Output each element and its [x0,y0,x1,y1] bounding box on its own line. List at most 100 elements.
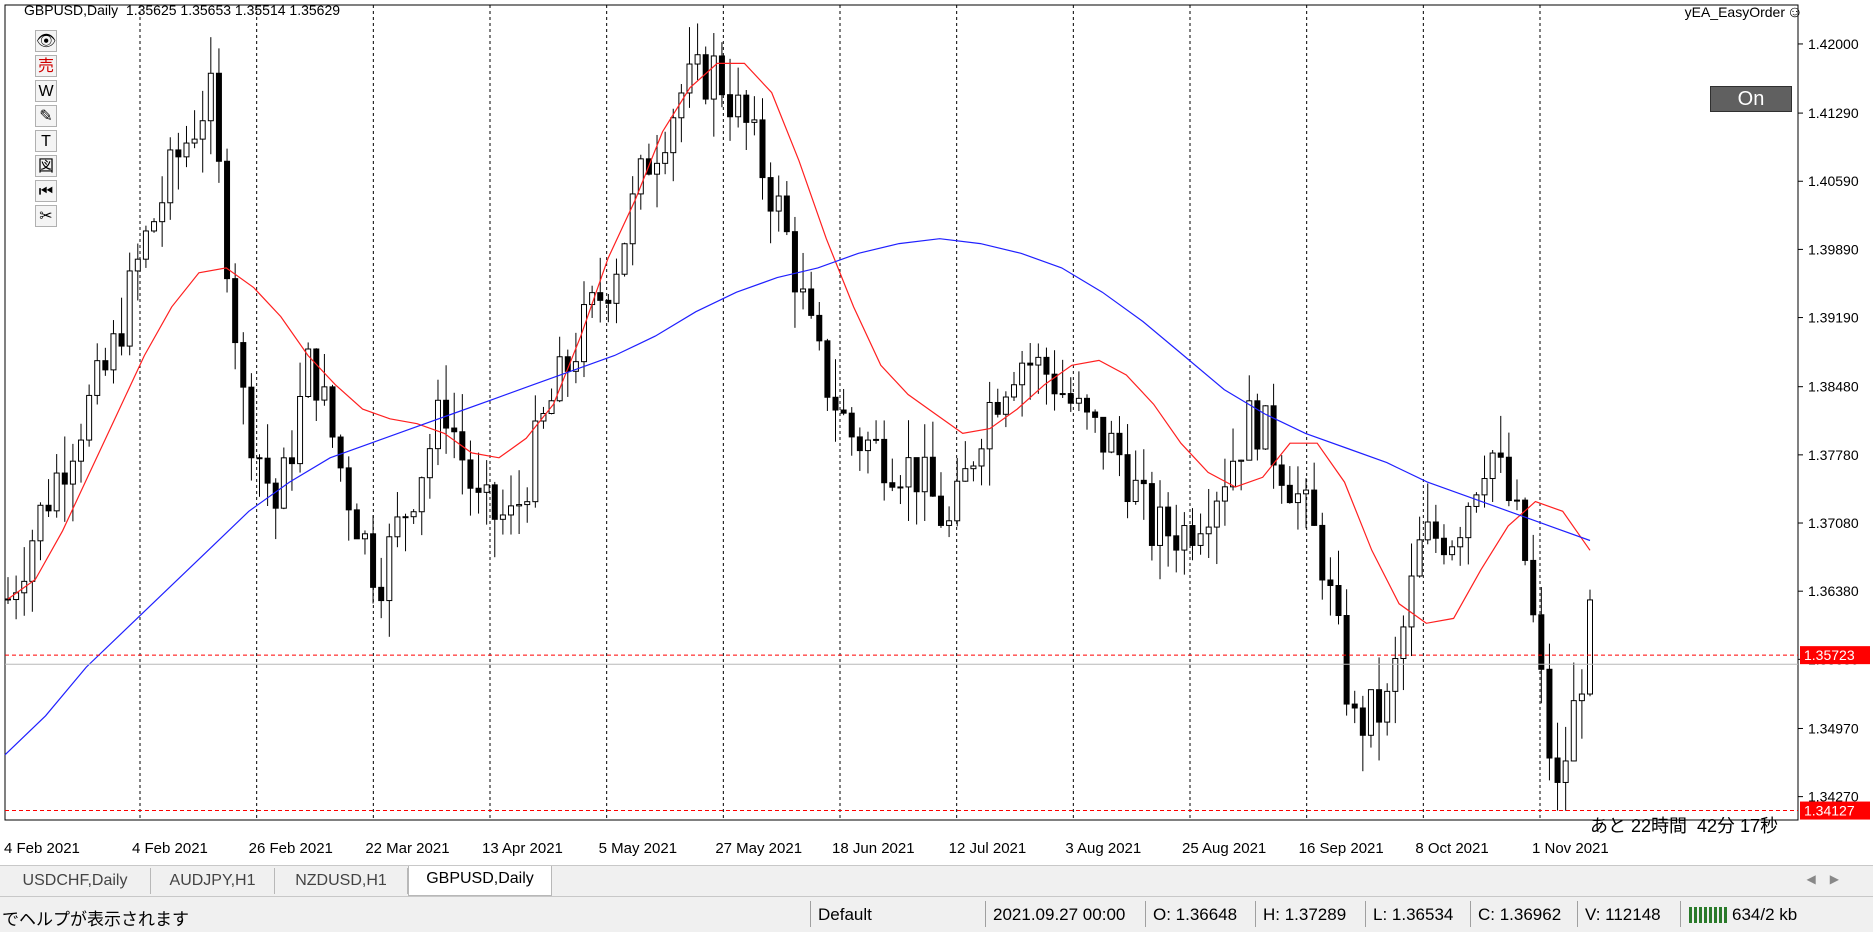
candle-body [1505,456,1512,502]
candle-body [126,270,133,347]
candle-body [1449,546,1456,556]
x-axis-label: 8 Oct 2021 [1415,840,1488,857]
candle-body [329,386,336,438]
tab-scroll-arrows[interactable]: ◀▶ [1806,872,1853,886]
candle-body [1440,537,1447,556]
scissors-icon[interactable]: ✂ [35,205,57,227]
candle-body [1335,585,1342,617]
pencil-icon[interactable]: ✎ [35,105,57,127]
candle-body [1554,757,1561,783]
candle-body [94,360,101,396]
candle-body [905,457,912,488]
x-axis-label: 26 Feb 2021 [249,840,333,857]
candle-body [110,333,117,371]
sell-icon[interactable]: 売 [35,55,57,77]
candle-body [1108,432,1115,453]
status-divider [1470,901,1471,927]
y-axis-label: 1.34970 [1808,720,1859,736]
candle-body [670,117,677,154]
candle-body [1587,599,1593,695]
candle-body [159,202,166,223]
tab-gbpusd[interactable]: GBPUSD,Daily [408,866,552,896]
candle-body [361,533,368,540]
w-icon[interactable]: W [35,80,57,102]
rewind-icon[interactable]: ⏮ [35,180,57,202]
candle-body [1424,521,1431,541]
candle-body [783,195,790,233]
candle-body [629,193,636,245]
candle-body [516,504,523,507]
x-axis-label: 12 Jul 2021 [949,840,1027,857]
candle-body [1530,559,1537,616]
candle-body [507,505,514,516]
candle-body [1019,362,1026,386]
candle-body [1067,393,1074,404]
candle-body [1124,454,1131,503]
tab-nzdusd[interactable]: NZDUSD,H1 [275,868,408,894]
datetime-label: 2021.09.27 00:00 [993,905,1126,924]
candle-body [272,482,279,509]
candle-body [929,456,936,497]
ea-on-button[interactable]: On [1710,86,1792,112]
candle-body [1400,626,1407,660]
figure-icon[interactable]: 図 [35,155,57,177]
candle-body [134,258,141,272]
candle-body [1246,400,1253,461]
tab-audjpy[interactable]: AUDJPY,H1 [151,868,275,894]
candle-body [1262,405,1269,450]
candle-body [248,386,255,459]
candle-body [986,401,993,450]
candle-body [199,120,206,140]
candle-body [1578,693,1585,702]
tab-usdchf[interactable]: USDCHF,Daily [0,868,151,894]
candle-body [889,482,896,488]
candle-body [1051,373,1058,395]
candle-body [118,333,125,347]
candle-body [686,63,693,94]
candle-body [1392,658,1399,692]
candle-countdown: あと 22時間 42分 17秒 [1590,816,1779,836]
price-chart[interactable]: 4 Feb 2021 26 Feb 2021 22 Mar 2021 13 Apr 2… [0,0,1873,865]
candle-body [1513,499,1520,502]
candle-body [727,94,734,118]
candle-body [1221,486,1228,502]
candle-body [1173,535,1180,551]
status-divider [810,901,811,927]
chart-area[interactable]: 4 Feb 2021 26 Feb 2021 22 Mar 2021 13 Apr 2… [0,0,1873,865]
eye-icon[interactable]: 👁 [35,30,57,52]
price-level-tag [1800,646,1870,665]
candle-body [800,288,807,293]
candle-body [710,55,717,100]
candle-body [410,511,417,518]
candle-body [816,314,823,342]
y-axis-label: 1.39190 [1808,310,1859,326]
candle-body [434,399,441,450]
candle-body [207,72,214,122]
status-divider [985,901,986,927]
candle-body [791,231,798,293]
candle-body [191,138,198,144]
candle-body [370,533,377,588]
candle-body [564,356,571,372]
candle-body [1002,396,1009,415]
candle-body [694,54,701,65]
candle-body [1562,760,1569,783]
candle-body [1238,459,1245,462]
candle-body [175,149,182,158]
candle-body [394,516,401,538]
smile-icon: ☺ [1786,4,1803,21]
candle-body [1359,707,1366,736]
candle-body [402,516,409,519]
candle-body [418,477,425,513]
candle-body [86,394,93,441]
candle-body [743,94,750,123]
candle-body [605,299,612,304]
candle-body [1465,505,1472,539]
candle-body [597,292,604,301]
candle-body [832,396,839,411]
text-icon[interactable]: T [35,130,57,152]
candle-body [451,427,458,433]
candle-body [280,457,287,509]
status-divider [1255,901,1256,927]
candle-body [37,504,44,542]
